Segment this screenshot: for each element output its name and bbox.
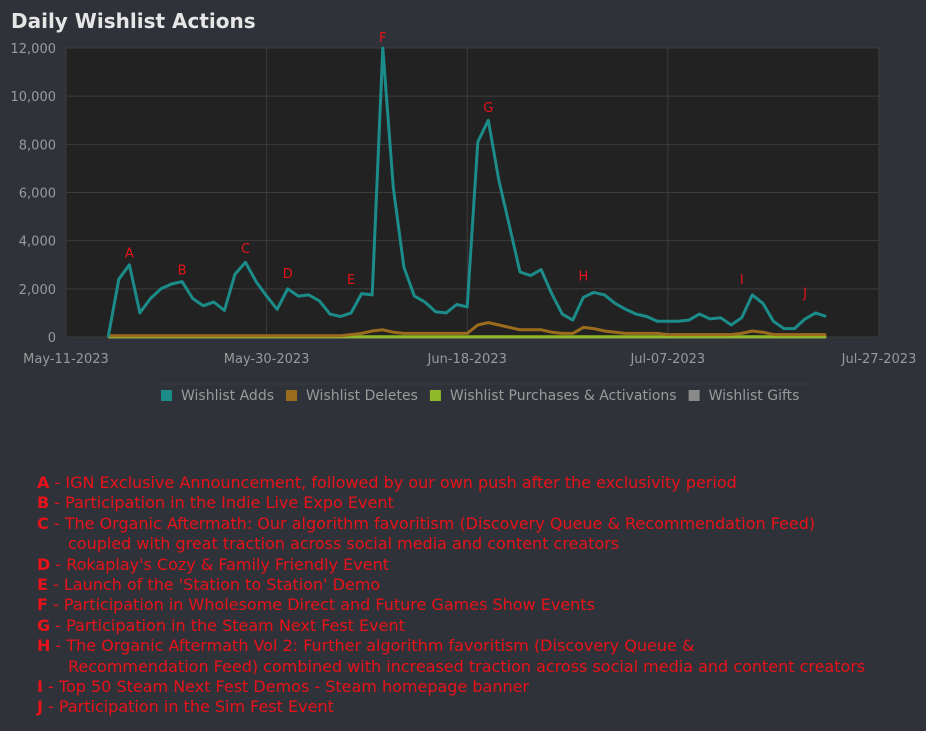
note-line: Recommendation Feed) combined with incre…: [37, 657, 926, 677]
annotation: C: [241, 242, 250, 257]
note-text: - The Organic Aftermath: Our algorithm f…: [53, 513, 816, 533]
note-key: J: [37, 697, 43, 717]
note-text: - Launch of the 'Station to Station' Dem…: [53, 575, 381, 595]
note-text: - Participation in the Sim Fest Event: [48, 697, 334, 717]
annotation: E: [347, 273, 355, 288]
annotation: H: [578, 270, 588, 285]
chart-title: Daily Wishlist Actions: [11, 9, 256, 33]
annotation: F: [379, 31, 386, 46]
note-text: - IGN Exclusive Announcement, followed b…: [54, 473, 737, 492]
note-key: G: [37, 615, 51, 635]
legend-label: Wishlist Adds: [181, 388, 274, 404]
annotation: B: [178, 264, 187, 279]
annotation: J: [802, 286, 807, 301]
legend-swatch: [688, 390, 700, 401]
y-tick-label: 10,000: [11, 90, 57, 105]
note-text: - Participation in Wholesome Direct and …: [53, 595, 595, 615]
legend-label: Wishlist Gifts: [709, 388, 800, 404]
x-tick-label: May-30-2023: [224, 352, 310, 367]
note-line: coupled with great traction across socia…: [37, 534, 926, 554]
x-tick-label: May-11-2023: [23, 352, 109, 367]
note-key: B: [37, 493, 50, 513]
note-line: D - Rokaplay's Cozy & Family Friendly Ev…: [37, 555, 926, 575]
note-line: J - Participation in the Sim Fest Event: [37, 697, 926, 717]
note-key: H: [37, 636, 51, 656]
annotation: I: [740, 273, 744, 288]
note-key: A: [37, 473, 50, 492]
legend-label: Wishlist Deletes: [306, 388, 418, 404]
y-tick-label: 2,000: [19, 283, 56, 298]
note-line: E - Launch of the 'Station to Station' D…: [37, 575, 926, 595]
legend: Wishlist Adds Wishlist Deletes Wishlist Pu…: [161, 388, 799, 404]
note-text: - Participation in the Indie Live Expo E…: [54, 493, 394, 513]
legend-swatch: [429, 390, 441, 401]
annotation: G: [483, 101, 493, 116]
x-tick-label: Jul-07-2023: [629, 352, 705, 367]
y-tick-label: 0: [48, 331, 56, 346]
note-key: F: [37, 595, 48, 615]
note-key: E: [37, 575, 48, 595]
note-text: coupled with great traction across socia…: [68, 534, 620, 554]
note-text: - The Organic Aftermath Vol 2: Further a…: [55, 636, 695, 656]
note-text: Recommendation Feed) combined with incre…: [68, 656, 866, 676]
legend-swatch: [286, 390, 298, 401]
note-line: G - Participation in the Steam Next Fest…: [37, 616, 926, 636]
annotation: A: [125, 247, 134, 262]
note-key: C: [37, 513, 49, 533]
y-tick-label: 12,000: [11, 42, 57, 57]
annotation: D: [283, 267, 293, 282]
note-text: - Top 50 Steam Next Fest Demos - Steam h…: [48, 677, 530, 697]
series-line: [108, 321, 827, 338]
y-tick-label: 4,000: [19, 235, 56, 250]
legend-label: Wishlist Purchases & Activations: [450, 388, 677, 404]
legend-swatch: [161, 390, 172, 401]
y-tick-label: 6,000: [19, 187, 56, 202]
chart: Daily Wishlist Actions 0 2,000 4,000 6,000 8…: [11, 9, 917, 404]
note-key: I: [37, 677, 43, 697]
y-tick-label: 8,000: [19, 138, 56, 153]
note-text: - Rokaplay's Cozy & Family Friendly Even…: [55, 554, 389, 574]
note-line: I - Top 50 Steam Next Fest Demos - Steam…: [37, 677, 926, 697]
notes: A - IGN Exclusive Announcement, followed…: [37, 473, 926, 718]
note-line: A - IGN Exclusive Announcement, followed…: [37, 473, 926, 493]
note-line: C - The Organic Aftermath: Our algorithm…: [37, 514, 926, 534]
x-tick-label: Jun-18-2023: [427, 352, 507, 367]
series-line: [106, 46, 827, 338]
note-key: D: [37, 554, 51, 574]
note-line: B - Participation in the Indie Live Expo…: [37, 493, 926, 513]
note-text: - Participation in the Steam Next Fest E…: [55, 615, 405, 635]
note-line: H - The Organic Aftermath Vol 2: Further…: [37, 636, 926, 656]
x-tick-label: Jul-27-2023: [841, 352, 917, 367]
note-line: F - Participation in Wholesome Direct an…: [37, 595, 926, 615]
